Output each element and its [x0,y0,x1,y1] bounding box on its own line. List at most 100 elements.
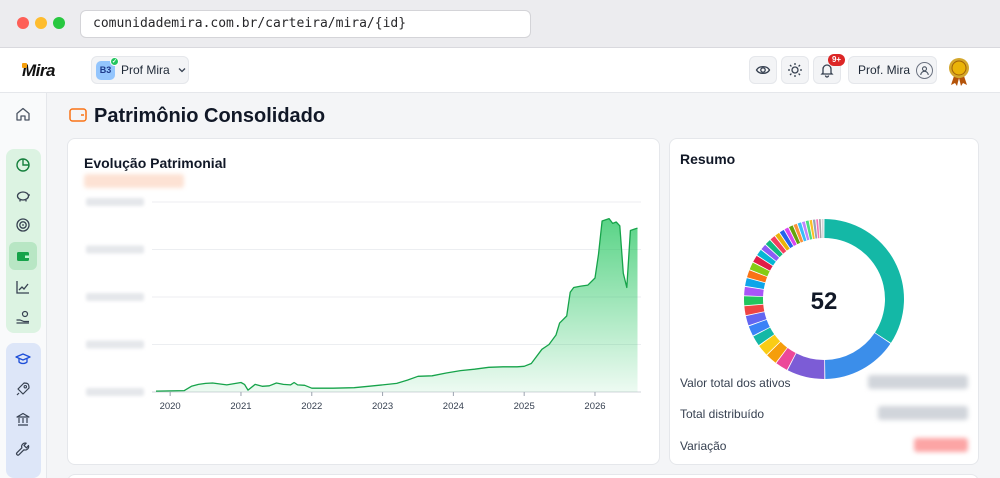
asset-count: 52 [811,288,838,315]
sidebar-item-savings[interactable] [9,181,37,209]
sidebar-item-home[interactable] [9,100,37,128]
app-header: Mira B3 ✓ Prof Mira 9+ Prof. Mira [0,48,1000,93]
donut-slice[interactable] [745,278,766,290]
donut-slice[interactable] [745,312,767,326]
donut-slice[interactable] [767,341,788,363]
summary-row-total-distributed-value-hidden [878,406,968,420]
sidebar-item-courses[interactable] [9,345,37,373]
sidebar-item-finance[interactable] [9,151,37,179]
graduation-cap-icon [15,353,31,365]
x-tick-label: 2021 [230,401,251,412]
donut-slice[interactable] [816,219,820,239]
sidebar-item-dividends[interactable] [9,303,37,331]
donut-slice[interactable] [805,220,813,240]
user-menu-button[interactable]: Prof. Mira [848,56,937,84]
sidebar-item-tools[interactable] [9,435,37,463]
user-name: Prof. Mira [858,63,911,77]
donut-slice[interactable] [788,225,801,245]
sidebar-item-wallet[interactable] [9,242,37,270]
target-icon [16,218,30,232]
donut-slice[interactable] [757,249,776,266]
chart-line-icon [16,281,29,294]
wrench-icon [16,442,30,456]
close-window-button[interactable] [17,17,29,29]
y-tick-label-hidden [86,293,144,301]
sidebar-item-launch[interactable] [9,375,37,403]
donut-slice[interactable] [744,304,765,316]
visibility-toggle-button[interactable] [749,56,777,84]
finance-icon [16,158,30,172]
donut-slice[interactable] [747,270,768,283]
summary-card: Resumo 52 Valor total dos ativos Total d… [669,138,979,465]
summary-row-total-assets: Valor total dos ativos [680,376,791,390]
sidebar [0,93,47,478]
b3-badge: B3 ✓ [96,56,119,80]
notifications-button[interactable]: 9+ [813,54,845,84]
donut-slice[interactable] [744,296,764,306]
donut-slice[interactable] [753,327,775,346]
donut-slice[interactable] [787,353,825,379]
donut-slice[interactable] [784,227,797,246]
wallet-icon [17,252,29,261]
browser-chrome: comunidademira.com.br/carteira/mira/{id} [0,0,1000,48]
x-tick-label: 2023 [372,401,393,412]
sidebar-group-learning [6,343,41,478]
x-tick-label: 2024 [443,401,464,412]
sidebar-item-performance[interactable] [9,273,37,301]
maximize-window-button[interactable] [53,17,65,29]
address-bar[interactable]: comunidademira.com.br/carteira/mira/{id} [80,10,531,38]
donut-slice[interactable] [770,236,787,254]
wallet-icon [69,108,87,122]
sidebar-item-institution[interactable] [9,405,37,433]
donut-slice[interactable] [812,219,818,239]
donut-slice[interactable] [753,255,773,271]
check-icon: ✓ [110,56,119,66]
next-card [67,474,979,478]
x-tick-label: 2026 [584,401,605,412]
page-title: Patrimônio Consolidado [94,105,326,127]
summary-row-total-assets-value-hidden [868,375,968,389]
donut-slice[interactable] [775,232,790,251]
donut-slice[interactable] [744,286,764,297]
summary-row-total-distributed: Total distribuído [680,407,765,421]
sidebar-item-goals[interactable] [9,211,37,239]
donut-slice[interactable] [759,334,781,355]
y-tick-label-hidden [86,245,144,254]
donut-slice[interactable] [749,262,770,277]
donut-slice[interactable] [809,219,815,240]
donut-slice[interactable] [821,219,824,239]
main-content: Patrimônio Consolidado Evolução Patrimon… [47,93,1000,478]
donut-slice[interactable] [801,221,810,241]
y-tick-label-hidden [86,388,144,396]
x-tick-label: 2020 [160,401,181,412]
donut-slice[interactable] [797,222,807,242]
evolution-title: Evolução Patrimonial [84,155,227,171]
summary-title: Resumo [680,151,736,167]
summary-row-variation-value-hidden [914,438,968,452]
donut-slice[interactable] [825,333,891,379]
donut-slice[interactable] [793,223,804,243]
donut-slice[interactable] [765,240,783,258]
sidebar-group-finance [6,149,41,333]
donut-slice[interactable] [779,229,794,249]
profile-switcher[interactable]: B3 ✓ Prof Mira [91,56,189,84]
b3-badge-label: B3 [99,65,112,75]
donut-slice[interactable] [776,348,796,370]
theme-toggle-button[interactable] [781,56,809,84]
hand-coins-icon [16,310,29,324]
piggy-bank-icon [16,191,30,202]
donut-slice[interactable] [824,219,904,343]
bell-icon [820,64,834,78]
minimize-window-button[interactable] [35,17,47,29]
allocation-donut-chart: 52 [744,219,904,379]
current-value-hidden [84,174,184,188]
donut-slice[interactable] [761,244,780,262]
logo-accent-icon [22,63,27,68]
evolution-chart: 2020 2021 2022 2023 2024 2025 2026 [86,198,641,412]
medal-icon[interactable] [946,56,972,86]
logo[interactable]: Mira [22,61,55,81]
x-tick-label: 2022 [301,401,322,412]
donut-slice[interactable] [748,319,770,336]
donut-slice[interactable] [818,219,822,239]
profile-name: Prof Mira [121,63,170,77]
